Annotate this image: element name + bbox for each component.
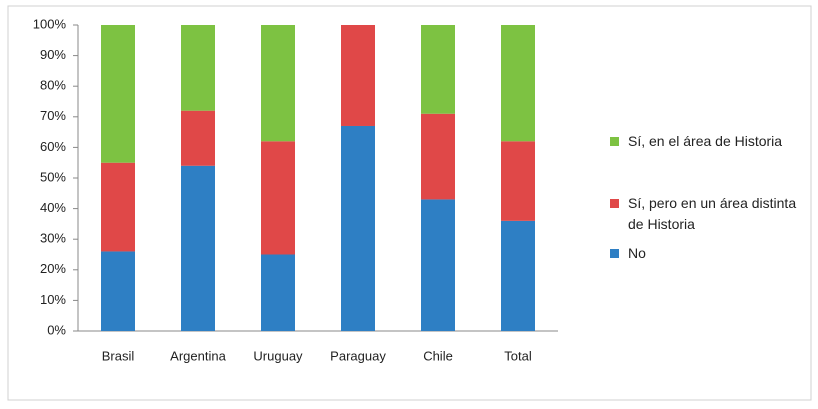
y-tick-label: 60%: [40, 139, 66, 154]
legend-entry: No: [610, 243, 803, 264]
bar-segment: [181, 165, 215, 331]
x-tick-label: Argentina: [170, 348, 226, 363]
bar-segment: [181, 110, 215, 166]
legend-swatch: [610, 199, 619, 208]
bar-segment: [501, 141, 535, 221]
x-tick-label: Total: [504, 348, 532, 363]
legend-label: No: [628, 245, 646, 261]
x-tick-label: Uruguay: [253, 348, 303, 363]
bar-segment: [341, 25, 375, 126]
legend-swatch: [610, 137, 619, 146]
legend-entry: Sí, pero en un área distinta de Historia: [610, 193, 803, 235]
y-tick-label: 100%: [33, 16, 67, 31]
y-tick-label: 50%: [40, 169, 66, 184]
y-tick-label: 40%: [40, 200, 66, 215]
bar-segment: [421, 113, 455, 200]
bar-segment: [101, 25, 135, 163]
legend-label: Sí, pero en un área distinta de Historia: [628, 195, 797, 232]
bar-segment: [181, 25, 215, 111]
legend-label: Sí, en el área de Historia: [628, 133, 783, 149]
bar-segment: [261, 254, 295, 331]
chart-frame: [7, 5, 812, 401]
y-tick-label: 0%: [47, 322, 66, 337]
bar-segment: [261, 25, 295, 142]
bar-segment: [501, 220, 535, 331]
bar-segment: [421, 199, 455, 331]
legend-swatch: [610, 249, 619, 258]
legend-entry: Sí, en el área de Historia: [610, 131, 803, 152]
x-tick-label: Chile: [423, 348, 453, 363]
bar-segment: [421, 25, 455, 114]
x-tick-label: Paraguay: [330, 348, 386, 363]
x-tick-label: Brasil: [102, 348, 135, 363]
y-tick-label: 10%: [40, 292, 66, 307]
y-tick-label: 30%: [40, 231, 66, 246]
bar-segment: [341, 125, 375, 331]
bar-segment: [501, 25, 535, 142]
y-tick-label: 70%: [40, 108, 66, 123]
y-tick-label: 80%: [40, 78, 66, 93]
y-tick-label: 90%: [40, 47, 66, 62]
bar-segment: [101, 251, 135, 331]
bar-segment: [101, 162, 135, 252]
y-tick-label: 20%: [40, 261, 66, 276]
bar-segment: [261, 141, 295, 255]
